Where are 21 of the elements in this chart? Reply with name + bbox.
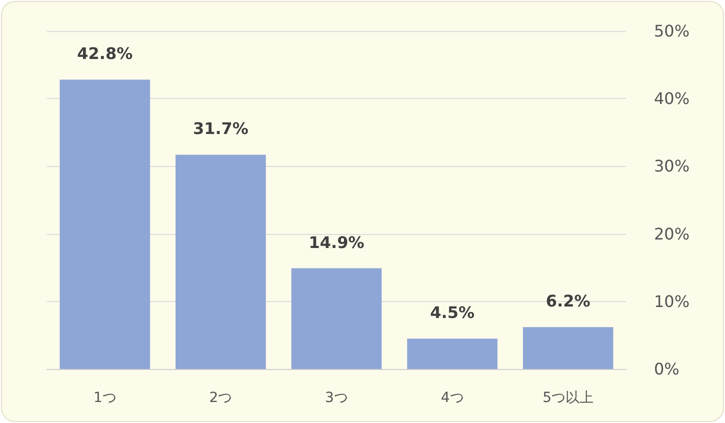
y-tick-label: 40%	[654, 89, 690, 108]
data-label: 42.8%	[77, 44, 133, 64]
data-label: 4.5%	[430, 303, 474, 322]
y-tick-label: 0%	[654, 360, 680, 378]
x-tick-label: 4つ	[440, 390, 464, 406]
x-tick-label: 5つ以上	[542, 390, 594, 406]
y-tick-label: 50%	[654, 22, 690, 40]
bar	[60, 80, 150, 369]
bar	[407, 338, 498, 369]
bar	[291, 268, 382, 369]
data-label: 6.2%	[546, 292, 590, 311]
y-tick-label: 30%	[654, 156, 690, 176]
bar	[176, 154, 266, 369]
x-tick-label: 2つ	[209, 390, 232, 406]
data-label: 14.9%	[308, 232, 364, 252]
bar	[522, 327, 614, 369]
data-label: 31.7%	[192, 119, 248, 138]
y-tick-label: 20%	[654, 224, 690, 244]
x-tick-label: 3つ	[325, 390, 348, 406]
y-tick-label: 10%	[654, 292, 690, 311]
x-tick-label: 1つ	[93, 390, 116, 406]
